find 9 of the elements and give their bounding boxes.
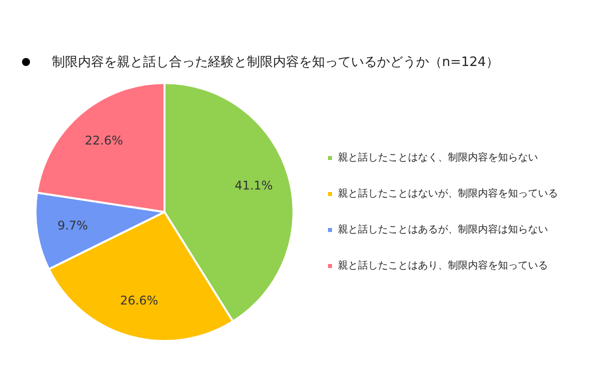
data-label: 26.6%: [120, 293, 158, 308]
legend-label: 親と話したことはなく、制限内容を知らない: [338, 152, 538, 164]
data-label: 9.7%: [57, 218, 88, 232]
legend-label: 親と話したことはないが、制限内容を知っている: [338, 188, 558, 200]
legend-label: 親と話したことはあるが、制限内容は知らない: [338, 224, 548, 236]
data-label: 22.6%: [84, 134, 124, 148]
data-label: 41.1%: [234, 178, 273, 192]
legend-label: 親と話したことはあり、制限内容を知っている: [338, 260, 548, 272]
chart-title: 制限内容を親と話し合った経験と制限内容を知っているかどうか（n=124）: [52, 54, 499, 71]
